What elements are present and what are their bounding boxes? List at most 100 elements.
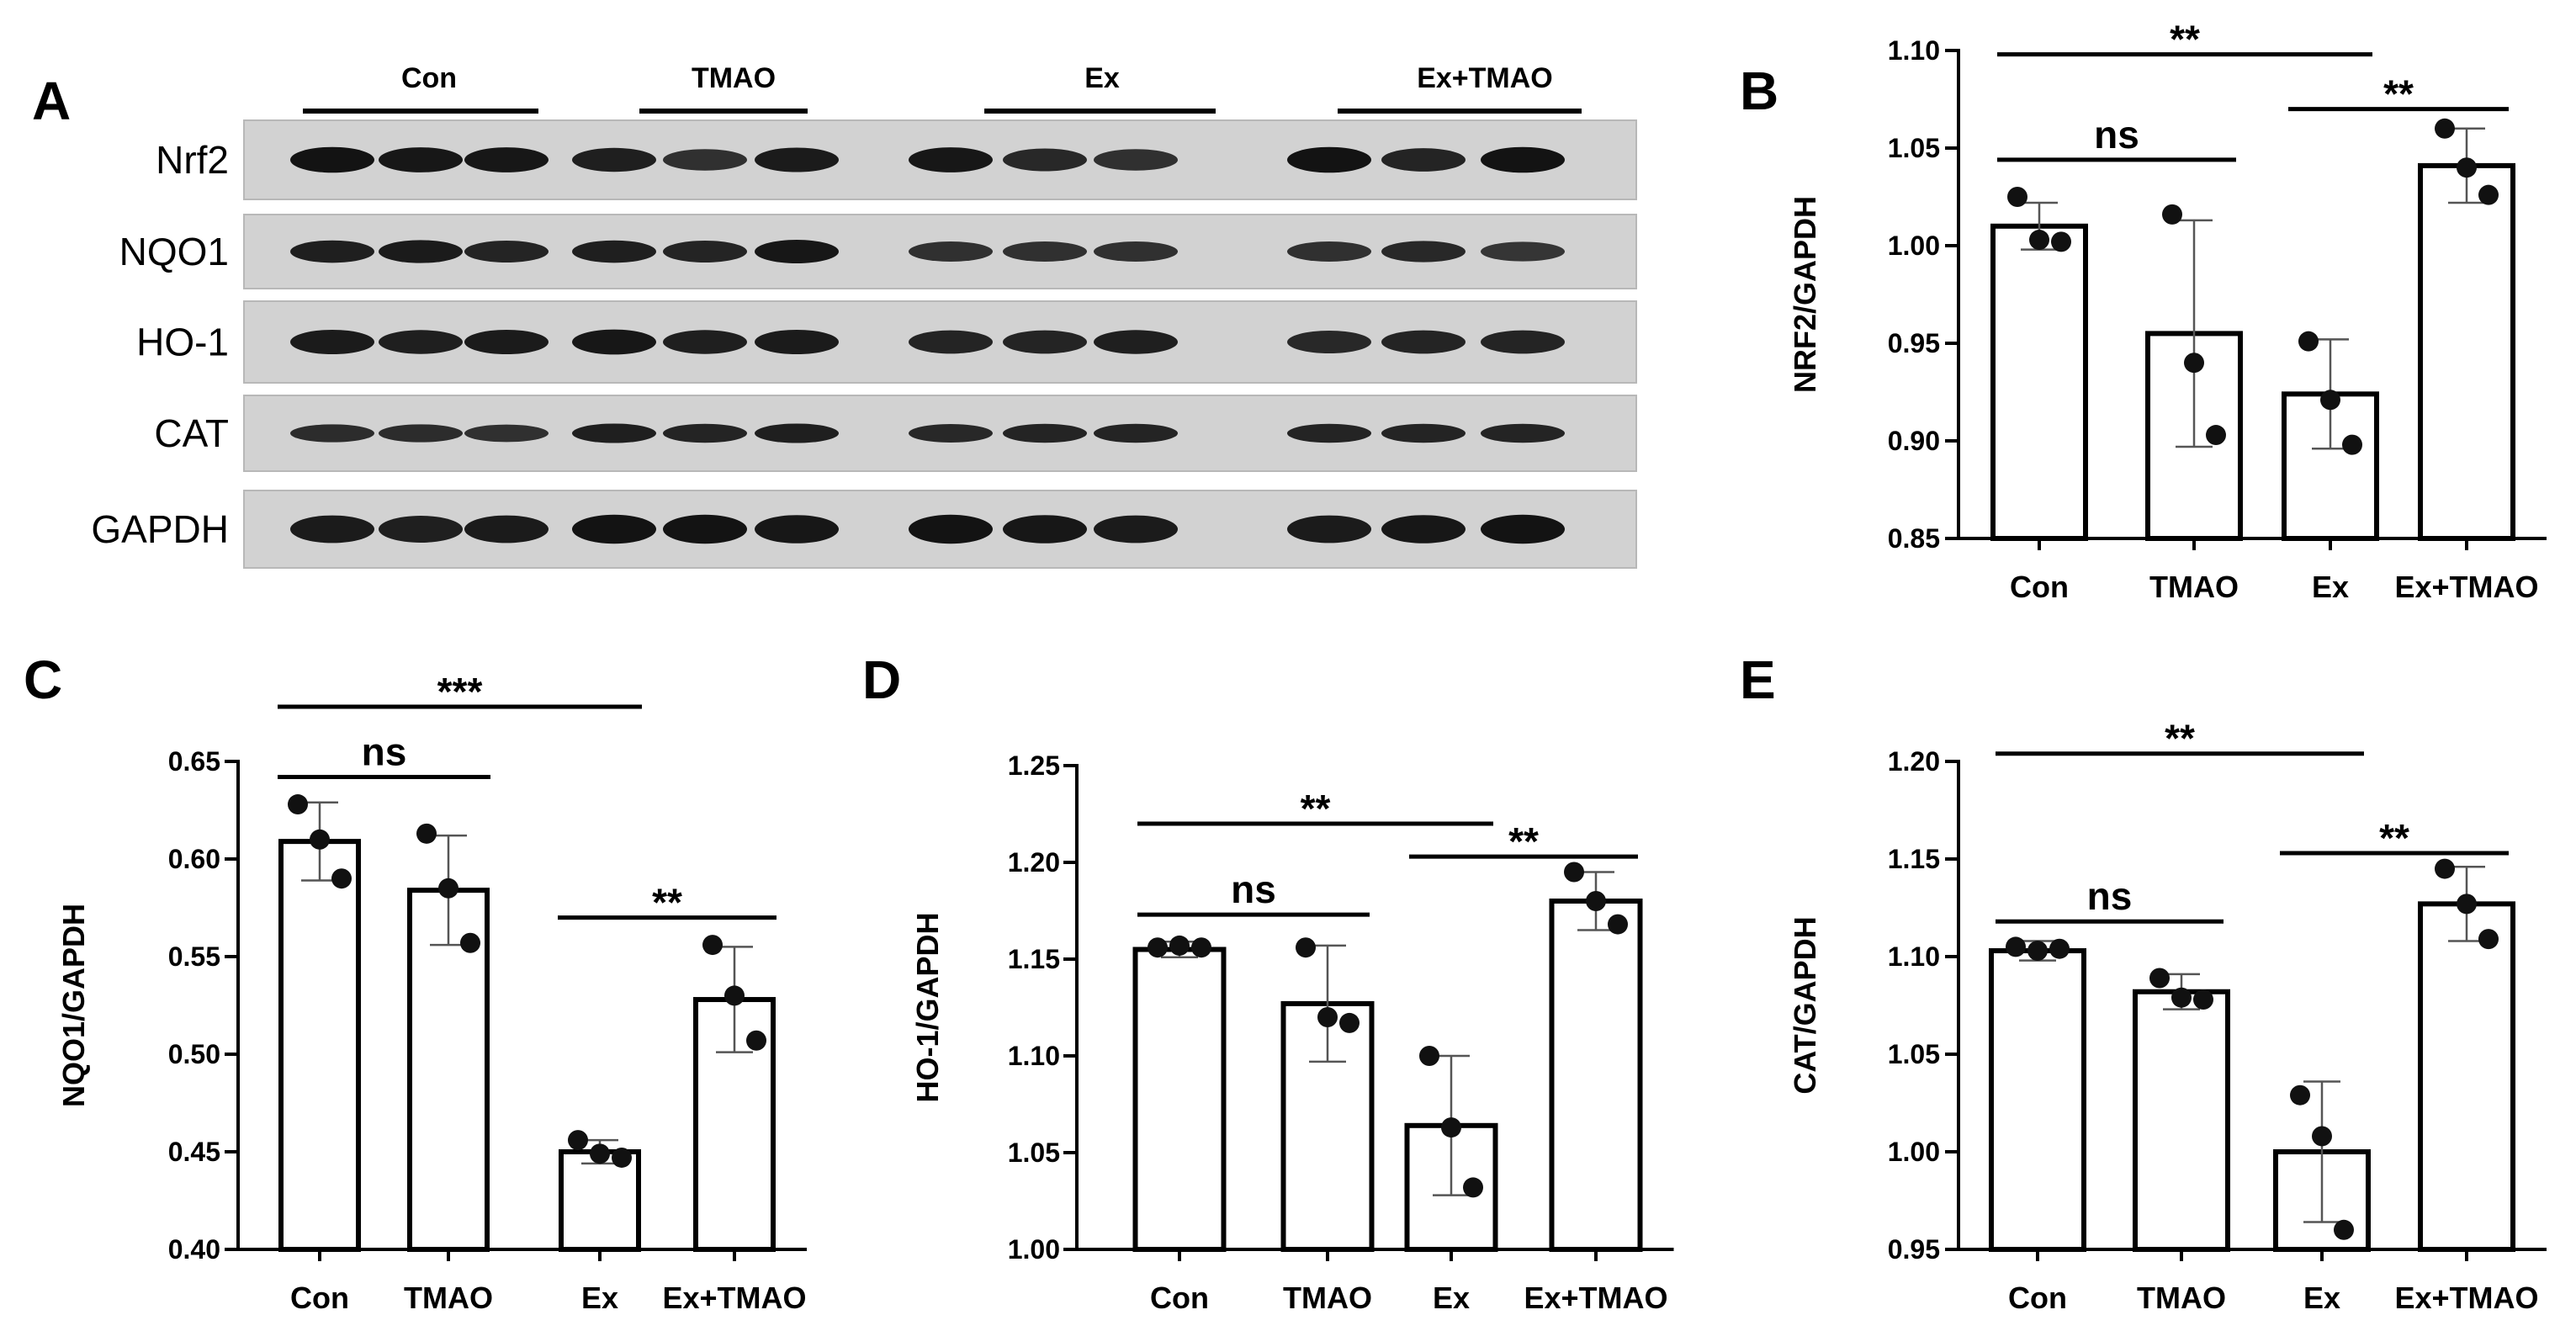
y-tick-label: 0.65 <box>168 746 220 777</box>
bar-ex-tmao <box>2418 162 2515 541</box>
significance-label: ns <box>2087 874 2133 918</box>
blot-band <box>464 424 549 443</box>
blot-band <box>290 329 374 355</box>
data-point <box>2149 968 2170 989</box>
blot-band <box>755 423 839 443</box>
significance-label: ** <box>2170 18 2200 61</box>
blot-label-gapdh: GAPDH <box>91 507 229 551</box>
group-label-3: Ex+TMAO <box>1417 62 1553 94</box>
data-point <box>1463 1177 1483 1198</box>
blot-band <box>909 147 993 172</box>
bar-con <box>1989 948 2086 1253</box>
data-point <box>590 1143 610 1164</box>
data-point <box>2184 353 2204 374</box>
significance-label: ** <box>1301 787 1331 830</box>
category-label: Con <box>2010 570 2069 604</box>
blot-band <box>290 146 374 173</box>
data-point <box>2457 157 2477 178</box>
blot-band <box>1287 331 1371 353</box>
y-tick-label: 1.20 <box>1888 746 1940 777</box>
blot-band <box>663 241 747 262</box>
panel-letter: A <box>32 71 71 131</box>
y-tick-label: 1.05 <box>1888 1039 1940 1069</box>
data-point <box>2312 1126 2332 1147</box>
y-tick-label: 0.45 <box>168 1137 220 1167</box>
data-point <box>1608 914 1628 935</box>
data-point <box>612 1147 632 1168</box>
category-label: TMAO <box>2149 570 2239 604</box>
bar-ex-tmao <box>2418 901 2515 1252</box>
blot-band <box>1003 423 1087 443</box>
data-point <box>1191 937 1211 958</box>
blot-band <box>663 514 747 544</box>
data-point <box>2320 390 2340 411</box>
blot-label-ho-1: HO-1 <box>136 321 229 364</box>
y-axis-title: NRF2/GAPDH <box>1788 196 1822 393</box>
blot-band <box>1287 241 1371 262</box>
blot-band <box>755 329 839 355</box>
blot-band <box>1381 330 1466 354</box>
blot-band <box>1381 515 1466 544</box>
significance-label: *** <box>437 670 483 713</box>
significance-label: ns <box>2094 113 2139 156</box>
blot-band <box>290 424 374 443</box>
data-point <box>2206 425 2226 446</box>
data-point <box>1296 937 1316 958</box>
blot-band <box>379 147 463 172</box>
y-tick-label: 1.20 <box>1008 847 1060 878</box>
bar-con <box>1132 947 1227 1252</box>
blot-band <box>1381 241 1466 262</box>
data-point <box>438 878 458 899</box>
category-label: Ex <box>581 1281 618 1315</box>
data-point <box>2051 231 2071 252</box>
blot-band <box>1094 330 1178 354</box>
blot-band <box>1481 514 1565 544</box>
data-point <box>2027 941 2048 962</box>
category-label: Con <box>290 1281 349 1315</box>
data-point <box>724 985 745 1006</box>
data-point <box>568 1130 588 1151</box>
data-point <box>331 868 352 889</box>
data-point <box>2049 938 2070 959</box>
blot-label-nrf2: Nrf2 <box>156 138 229 182</box>
significance-label: ** <box>2165 717 2195 761</box>
panel-b: B 0.85 0.90 0.95 1.00 1.05 1.10 NRF2/GAPDH Con TM… <box>1740 18 2547 604</box>
y-tick-label: 0.50 <box>168 1039 220 1069</box>
category-label: Ex+TMAO <box>662 1281 806 1315</box>
blot-band <box>379 240 463 263</box>
blot-band <box>1094 515 1178 544</box>
y-tick-label: 0.95 <box>1888 328 1940 358</box>
data-point <box>416 823 437 844</box>
blot-band <box>1003 148 1087 172</box>
data-point <box>1339 1012 1360 1033</box>
category-label: Ex <box>2303 1281 2340 1315</box>
blot-band <box>909 241 993 262</box>
data-point <box>1317 1007 1338 1027</box>
panel-letter: B <box>1740 61 1778 121</box>
significance-label: ** <box>2383 72 2414 116</box>
panel-a: A Con TMAO Ex Ex+TMAO Nrf2 NQO1 HO-1 CAT GAPDH <box>32 62 1637 569</box>
blot-band <box>909 424 993 443</box>
blot-band <box>572 147 656 172</box>
blot-band <box>1381 148 1466 172</box>
data-point <box>2478 184 2499 205</box>
y-tick-label: 0.95 <box>1888 1234 1940 1265</box>
data-point <box>746 1030 766 1051</box>
data-point <box>310 829 330 850</box>
y-tick-label: 0.55 <box>168 941 220 972</box>
data-point <box>1169 935 1190 956</box>
blot-band <box>663 423 747 443</box>
category-label: Con <box>2008 1281 2067 1315</box>
y-tick-label: 1.15 <box>1888 844 1940 874</box>
blot-label-nqo1: NQO1 <box>119 230 229 273</box>
blot-band <box>1481 146 1565 173</box>
data-point <box>1586 891 1606 911</box>
blot-label-cat: CAT <box>154 411 229 455</box>
significance-label: ** <box>1508 819 1539 863</box>
panel-d: D 1.00 1.05 1.10 1.15 1.20 1.25 HO-1/GAPDH Con TM… <box>862 650 1674 1315</box>
blot-band <box>1003 515 1087 544</box>
y-tick-label: 1.05 <box>1008 1137 1060 1168</box>
group-label-0: Con <box>401 62 457 94</box>
y-tick-label: 1.00 <box>1888 231 1940 261</box>
category-label: TMAO <box>404 1281 493 1315</box>
